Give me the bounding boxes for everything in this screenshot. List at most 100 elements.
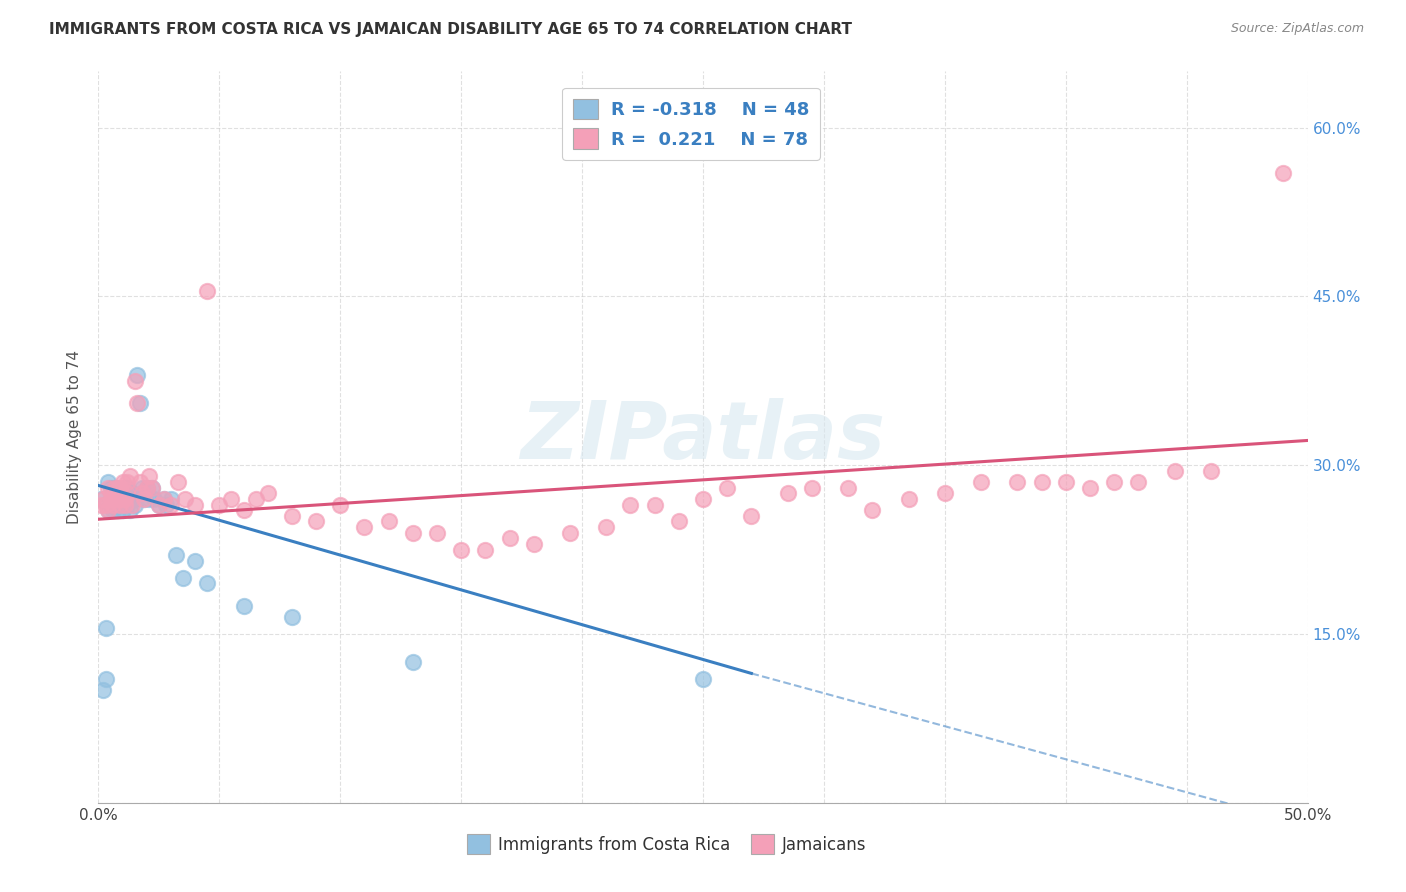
Point [172,571,194,585]
Point [402,655,425,669]
Point [523,537,546,551]
Point [498,532,520,546]
Point [100,481,122,495]
Point [111,491,134,506]
Point [101,498,124,512]
Point [124,491,146,506]
Point [107,503,129,517]
Point [195,576,218,591]
Point [94,672,117,686]
Point [90,498,112,512]
Point [124,374,146,388]
Point [1007,475,1029,489]
Point [232,599,254,613]
Point [305,515,328,529]
Point [558,525,581,540]
Point [141,481,163,495]
Point [152,491,174,506]
Point [167,475,190,489]
Point [135,481,157,495]
Point [800,481,823,495]
Point [101,503,124,517]
Point [94,498,117,512]
Point [104,486,127,500]
Y-axis label: Disability Age 65 to 74: Disability Age 65 to 74 [67,350,83,524]
Point [117,475,139,489]
Point [121,486,143,500]
Point [111,491,134,506]
Point [100,486,122,500]
Point [111,475,134,489]
Point [402,525,425,540]
Point [111,503,134,517]
Point [107,491,129,506]
Point [1272,166,1295,180]
Point [692,672,714,686]
Point [127,396,149,410]
Point [208,498,231,512]
Point [104,498,127,512]
Point [127,368,149,383]
Text: ZIPatlas: ZIPatlas [520,398,886,476]
Point [131,481,153,495]
Point [740,508,762,523]
Point [108,486,131,500]
Point [97,503,120,517]
Point [934,486,956,500]
Point [100,491,122,506]
Point [184,498,207,512]
Point [97,481,120,495]
Point [121,498,143,512]
Point [474,542,496,557]
Point [174,491,197,506]
Point [1054,475,1077,489]
Point [148,498,170,512]
Point [450,542,472,557]
Point [668,515,690,529]
Point [160,498,183,512]
Point [776,486,799,500]
Point [245,491,267,506]
Point [114,498,136,512]
Point [94,621,117,635]
Point [97,503,120,517]
Text: IMMIGRANTS FROM COSTA RICA VS JAMAICAN DISABILITY AGE 65 TO 74 CORRELATION CHART: IMMIGRANTS FROM COSTA RICA VS JAMAICAN D… [49,22,852,37]
Point [232,503,254,517]
Point [1128,475,1150,489]
Point [221,491,243,506]
Point [114,491,136,506]
Point [101,491,124,506]
Point [1031,475,1053,489]
Point [107,481,129,495]
Point [160,491,183,506]
Point [595,520,617,534]
Point [118,503,141,517]
Point [117,498,139,512]
Point [101,491,124,506]
Point [152,491,174,506]
Point [1199,464,1222,478]
Point [135,481,157,495]
Point [1163,464,1185,478]
Point [281,610,304,624]
Point [104,481,127,495]
Point [104,481,127,495]
Point [860,503,883,517]
Point [329,498,352,512]
Point [716,481,738,495]
Point [970,475,993,489]
Point [619,498,641,512]
Point [184,554,207,568]
Point [90,491,112,506]
Point [195,284,218,298]
Point [108,481,131,495]
Text: Source: ZipAtlas.com: Source: ZipAtlas.com [1230,22,1364,36]
Point [256,486,278,500]
Point [426,525,449,540]
Point [108,498,131,512]
Point [138,469,160,483]
Point [138,491,160,506]
Point [118,491,141,506]
Point [91,683,114,698]
Point [148,498,170,512]
